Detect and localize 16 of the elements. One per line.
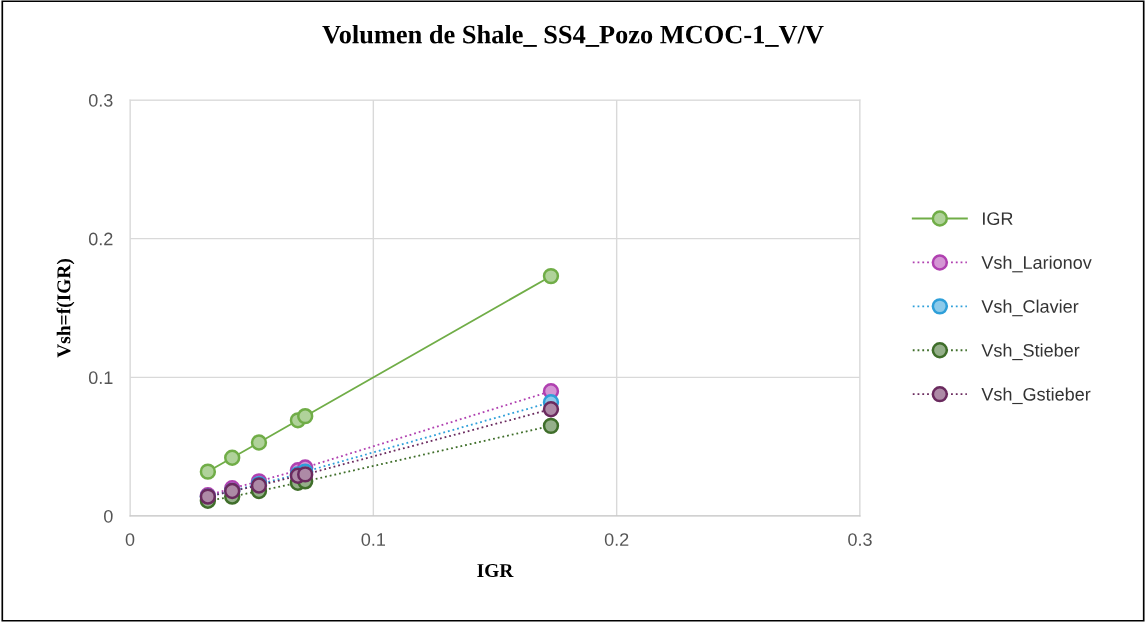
legend-label: Vsh_Gstieber bbox=[981, 387, 1091, 405]
y-tick-label: 0.1 bbox=[88, 371, 113, 385]
x-tick-label: 0.1 bbox=[361, 533, 385, 546]
x-tick-label: 0.2 bbox=[604, 533, 629, 546]
y-axis-title: Vsh=f(IGR) bbox=[56, 259, 75, 358]
x-tick-label: 0 bbox=[125, 533, 135, 546]
legend-label: IGR bbox=[983, 212, 1013, 226]
y-tick-label: 0 bbox=[104, 509, 113, 523]
legend-label: Vsh_Stieber bbox=[981, 343, 1080, 361]
y-tick-label: 0.3 bbox=[88, 93, 113, 107]
chart-title: Volumen de Shale_ SS4_Pozo MCOC-1_V/V bbox=[322, 24, 824, 47]
y-tick-label: 0.2 bbox=[88, 232, 113, 246]
legend-label: Vsh_Larionov bbox=[981, 255, 1092, 273]
x-tick-label: 0.3 bbox=[848, 533, 872, 546]
x-axis-title: IGR bbox=[477, 564, 514, 578]
legend-label: Vsh_Clavier bbox=[981, 299, 1079, 317]
